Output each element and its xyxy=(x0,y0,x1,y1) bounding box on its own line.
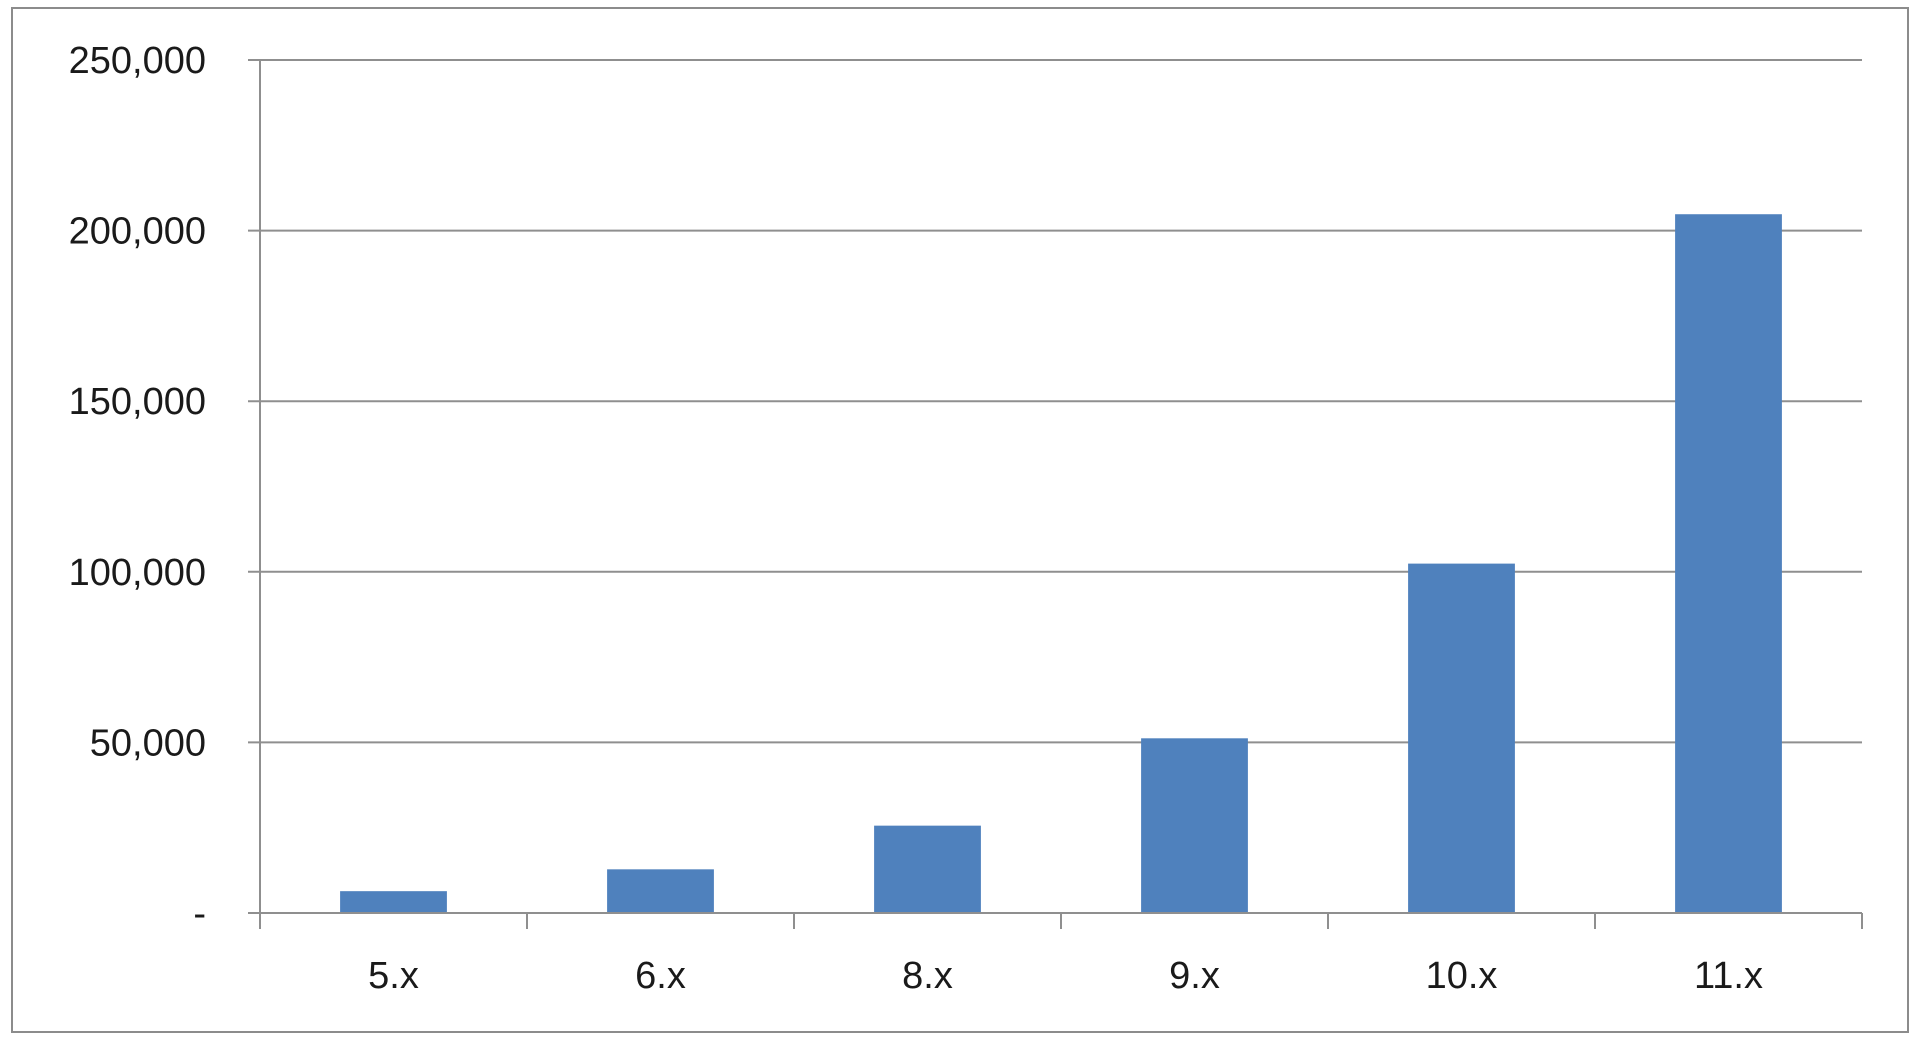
bar-11.x xyxy=(1675,214,1782,913)
bar-10.x xyxy=(1408,563,1515,913)
bars xyxy=(340,214,1782,913)
y-tick-label: - xyxy=(193,893,206,935)
y-tick-label: 200,000 xyxy=(69,211,206,253)
y-tick-label: 250,000 xyxy=(69,40,206,82)
x-tick-label: 6.x xyxy=(635,955,686,997)
x-tick-label: 5.x xyxy=(368,955,419,997)
y-tick-label: 100,000 xyxy=(69,552,206,594)
x-tick-label: 8.x xyxy=(902,955,953,997)
bar-8.x xyxy=(874,825,981,913)
gridlines xyxy=(248,59,1862,744)
axes xyxy=(248,60,1863,929)
x-tick-label: 9.x xyxy=(1169,955,1220,997)
y-tick-label: 50,000 xyxy=(90,722,206,764)
y-tick-labels: - 50,000 100,000 150,000 200,000 250,000 xyxy=(69,40,206,935)
bar-9.x xyxy=(1141,738,1248,913)
bar-5.x xyxy=(340,891,447,913)
x-tick-label: 10.x xyxy=(1426,955,1498,997)
x-tick-label: 11.x xyxy=(1694,955,1763,997)
x-tick-labels: 5.x 6.x 8.x 9.x 10.x 11.x xyxy=(368,955,1763,997)
y-tick-label: 150,000 xyxy=(69,381,206,423)
bar-6.x xyxy=(607,869,714,913)
